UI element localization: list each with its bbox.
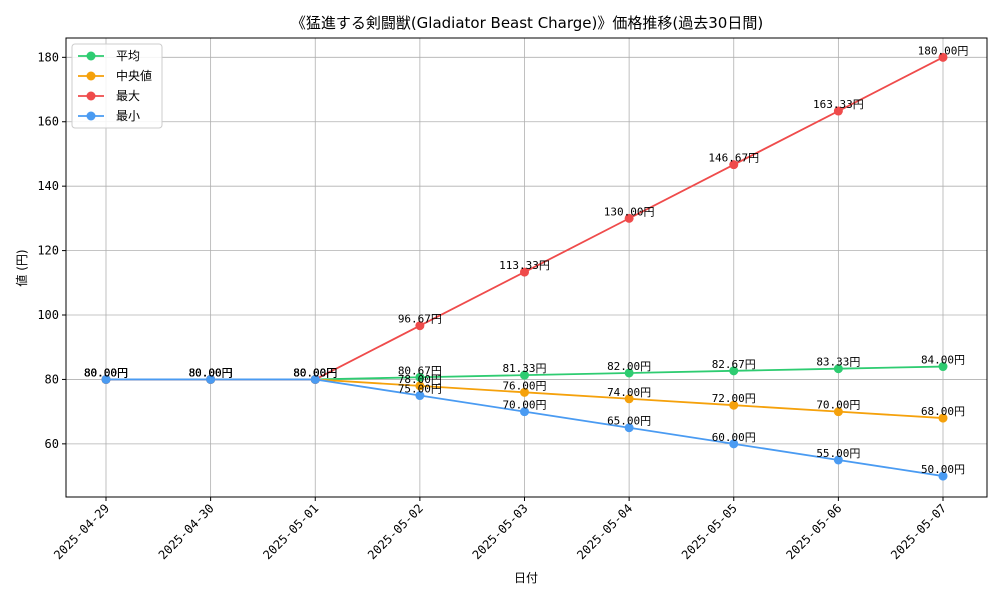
- y-tick-label: 160: [37, 115, 59, 129]
- y-tick-label: 140: [37, 179, 59, 193]
- data-point: [938, 362, 948, 372]
- data-label: 75.00円: [398, 383, 442, 396]
- data-label: 72.00円: [712, 392, 756, 405]
- legend-marker: [86, 111, 96, 121]
- data-label: 78.00円: [398, 373, 442, 386]
- data-label: 146.67円: [708, 152, 759, 165]
- data-point: [729, 400, 739, 410]
- data-label: 80.00円: [84, 366, 128, 379]
- y-tick-label: 60: [45, 437, 59, 451]
- data-label: 82.67円: [712, 358, 756, 371]
- y-tick-label: 120: [37, 244, 59, 258]
- data-point: [729, 366, 739, 376]
- legend-label: 中央値: [116, 68, 152, 83]
- data-label: 74.00円: [607, 386, 651, 399]
- data-point: [415, 381, 425, 391]
- data-label: 70.00円: [816, 399, 860, 412]
- legend-label: 最小: [116, 109, 140, 123]
- data-label: 80.00円: [189, 366, 233, 379]
- data-label: 80.00円: [293, 366, 337, 379]
- data-point: [520, 267, 529, 277]
- data-label: 80.00円: [293, 366, 337, 379]
- data-label: 80.00円: [293, 366, 337, 379]
- data-point: [833, 364, 843, 374]
- data-label: 80.00円: [189, 366, 233, 379]
- data-point: [833, 455, 843, 465]
- data-label: 96.67円: [398, 313, 442, 326]
- data-point: [101, 374, 111, 384]
- data-point: [729, 439, 739, 449]
- data-point: [415, 321, 425, 331]
- plot-frame: [65, 37, 988, 498]
- y-axis-ticks: 60 80 100 120 140 160 180: [37, 50, 66, 451]
- data-label: 180.00円: [918, 44, 969, 57]
- data-labels: 80.00円 80.00円 80.00円 80.67円 81.33円 82.00円 82.6…: [84, 44, 968, 476]
- data-label: 76.00円: [502, 379, 546, 392]
- data-point: [938, 52, 948, 62]
- data-point: [520, 407, 529, 417]
- data-point: [938, 413, 948, 423]
- x-tick-label: 2025-05-04: [574, 501, 635, 562]
- data-point: [520, 387, 529, 397]
- x-tick-label: 2025-05-03: [470, 501, 531, 562]
- data-point: [624, 394, 634, 404]
- y-tick-label: 100: [37, 308, 59, 322]
- data-label: 82.00円: [607, 360, 651, 373]
- data-point: [624, 368, 634, 378]
- data-label: 50.00円: [921, 463, 965, 476]
- legend-marker: [86, 71, 96, 81]
- y-axis-label: 値 (円): [14, 249, 29, 286]
- y-tick-label: 80: [45, 372, 59, 386]
- y-tick-label: 180: [37, 50, 59, 64]
- data-point: [833, 407, 843, 417]
- legend-marker: [86, 91, 96, 101]
- data-point: [833, 106, 843, 116]
- data-label: 60.00円: [712, 431, 756, 444]
- x-tick-label: 2025-04-29: [51, 501, 112, 562]
- data-label: 113.33円: [499, 259, 550, 272]
- data-label: 80.00円: [84, 366, 128, 379]
- data-label: 70.00円: [502, 399, 546, 412]
- legend-box: [71, 43, 163, 129]
- data-point: [624, 423, 634, 433]
- x-axis-label: 日付: [514, 571, 538, 585]
- legend-label: 最大: [116, 89, 140, 103]
- series-layer: [101, 52, 948, 481]
- data-label: 81.33円: [502, 362, 546, 375]
- x-tick-label: 2025-04-30: [156, 501, 217, 562]
- data-label: 80.00円: [189, 366, 233, 379]
- data-point: [415, 372, 425, 382]
- data-label: 80.00円: [189, 366, 233, 379]
- data-point: [938, 471, 948, 481]
- data-point: [310, 374, 320, 384]
- data-point: [729, 160, 739, 170]
- data-label: 68.00円: [921, 405, 965, 418]
- data-point: [520, 370, 529, 380]
- data-point: [206, 374, 216, 384]
- data-label: 80.00円: [84, 366, 128, 379]
- grid-lines: [66, 38, 987, 497]
- x-tick-label: 2025-05-06: [784, 501, 845, 562]
- data-label: 130.00円: [604, 205, 655, 218]
- data-label: 80.00円: [293, 366, 337, 379]
- x-tick-label: 2025-05-07: [888, 501, 949, 562]
- data-label: 55.00円: [816, 447, 860, 460]
- x-tick-label: 2025-05-05: [679, 501, 740, 562]
- chart-title: 《猛進する剣闘獣(Gladiator Beast Charge)》価格推移(過去…: [291, 14, 763, 32]
- x-tick-label: 2025-05-01: [260, 501, 321, 562]
- legend-marker: [86, 51, 96, 61]
- data-label: 65.00円: [607, 415, 651, 428]
- data-label: 84.00円: [921, 354, 965, 367]
- data-label: 80.00円: [84, 366, 128, 379]
- data-label: 163.33円: [813, 98, 864, 111]
- data-point: [415, 391, 425, 401]
- data-label: 83.33円: [816, 356, 860, 369]
- data-label: 80.67円: [398, 364, 442, 377]
- legend-label: 平均: [116, 49, 140, 63]
- x-axis-ticks: 2025-04-29 2025-04-30 2025-05-01 2025-05-02…: [51, 497, 949, 562]
- data-point: [624, 213, 634, 223]
- x-tick-label: 2025-05-02: [365, 501, 426, 562]
